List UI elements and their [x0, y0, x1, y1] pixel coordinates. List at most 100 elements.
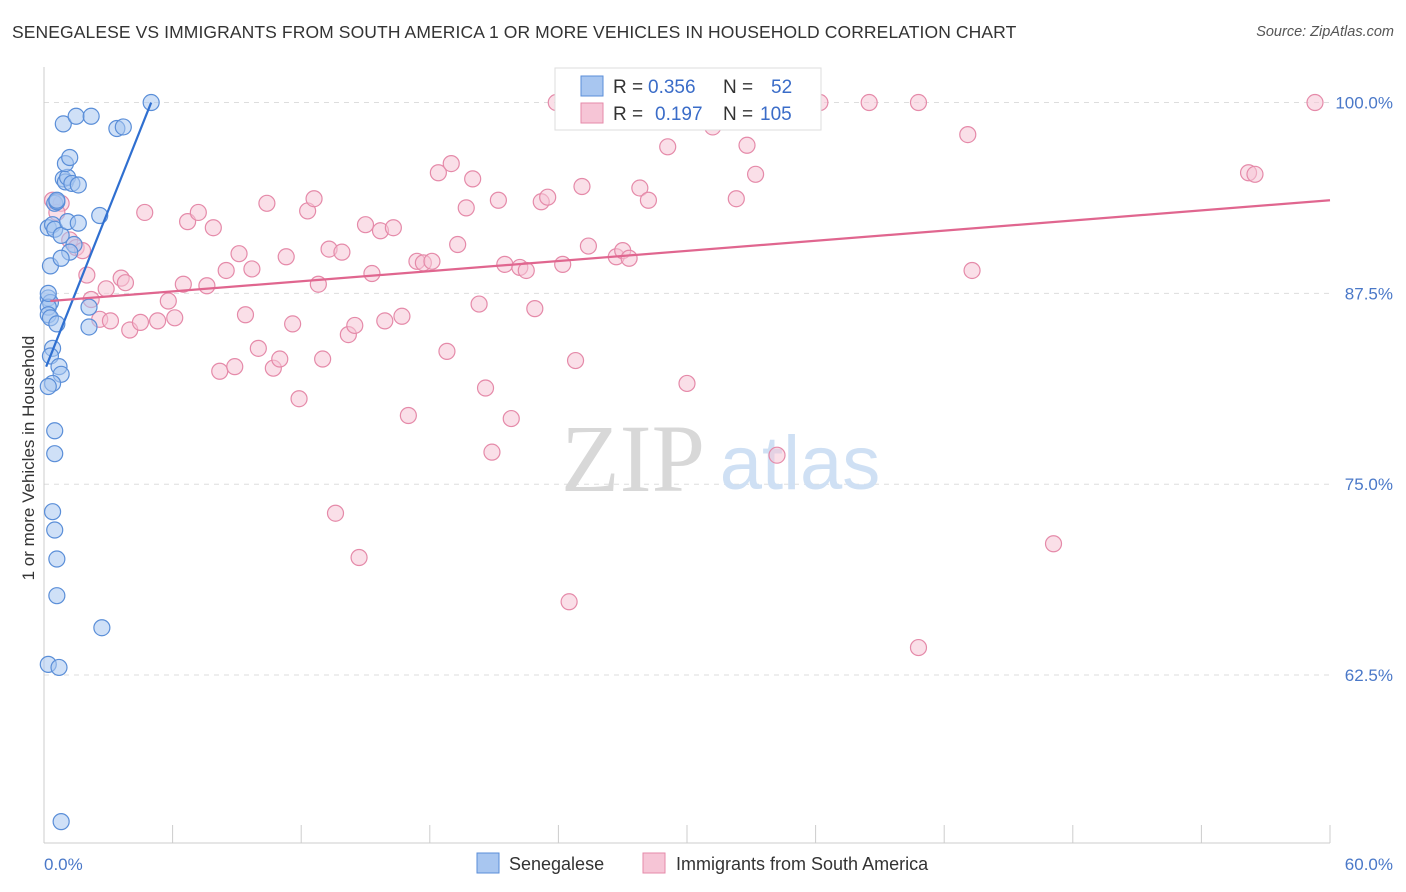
x-tick-label-left: 0.0% [44, 855, 83, 874]
immigrants-point [305, 190, 323, 208]
immigrants-point [333, 243, 351, 261]
immigrants-point [423, 252, 441, 270]
senegalese-point [52, 813, 70, 831]
series-legend-label-senegalese: Senegalese [509, 854, 604, 874]
senegalese-point [46, 422, 64, 440]
senegalese-point [43, 503, 62, 521]
series-senegalese [39, 93, 160, 831]
immigrants-point [346, 316, 364, 335]
senegalese-point [114, 118, 132, 136]
immigrants-point [909, 638, 928, 657]
immigrants-point [489, 191, 507, 209]
immigrants-point [659, 138, 677, 156]
immigrants-point [189, 203, 207, 222]
senegalese-point [69, 214, 87, 232]
legend-n-value-1: 52 [771, 77, 792, 98]
immigrants-point [1306, 93, 1324, 112]
senegalese-trend-line [45, 102, 153, 368]
immigrants-point [136, 203, 154, 222]
immigrants-point [464, 170, 482, 188]
senegalese-point [54, 115, 72, 133]
immigrants-point [230, 245, 248, 263]
immigrants-point [746, 165, 765, 183]
senegalese-point [67, 107, 85, 125]
legend-swatch-blue [580, 75, 604, 97]
series-legend-label-immigrants: Immigrants from South America [676, 854, 929, 874]
y-axis-label: 1 or more Vehicles in Household [19, 336, 38, 581]
immigrants-point [393, 307, 411, 325]
immigrants-point [350, 548, 368, 567]
immigrants-point [198, 277, 216, 295]
immigrants-point [959, 125, 977, 144]
immigrants-point [226, 358, 244, 376]
senegalese-point [39, 284, 57, 302]
senegalese-point [48, 550, 66, 568]
series-legend-swatch-immigrants [642, 852, 666, 874]
immigrants-point [204, 219, 222, 237]
legend-n-label-1: N = [723, 77, 753, 98]
immigrants-point [620, 249, 638, 267]
immigrants-point [1246, 165, 1264, 183]
immigrants-point [554, 255, 572, 273]
immigrants-point [217, 261, 235, 280]
senegalese-point [61, 148, 79, 167]
watermark-atlas: atlas [720, 421, 881, 506]
immigrants-point [211, 362, 229, 380]
y-tick-label: 75.0% [1345, 475, 1393, 494]
immigrants-point [399, 406, 417, 425]
senegalese-point [48, 191, 66, 209]
senegalese-point [69, 176, 87, 194]
immigrants-point [727, 190, 745, 208]
immigrants-point [277, 248, 295, 266]
stats-legend: R = 0.356 N = 52 R = 0.197 N = 105 [554, 67, 822, 131]
immigrants-point [909, 93, 928, 112]
legend-r-value-2: 0.197 [655, 104, 703, 125]
immigrants-point [384, 219, 402, 237]
immigrants-point [159, 292, 177, 310]
immigrants-point [526, 300, 544, 318]
immigrants-trend-line [50, 199, 1331, 303]
senegalese-point [48, 587, 66, 605]
senegalese-point [46, 445, 64, 463]
legend-n-value-2: 105 [760, 104, 792, 125]
immigrants-point [258, 194, 276, 212]
immigrants-point [442, 155, 460, 173]
immigrants-point [148, 312, 167, 330]
immigrants-point [1044, 535, 1063, 553]
immigrants-point [174, 275, 192, 293]
immigrants-point [860, 93, 878, 112]
axes [43, 67, 1331, 844]
immigrants-point [639, 191, 658, 209]
y-tick-label: 62.5% [1345, 666, 1393, 685]
watermark: ZIP atlas [561, 405, 880, 512]
senegalese-point [52, 226, 70, 244]
immigrants-point [438, 342, 456, 360]
senegalese-point [39, 377, 57, 396]
series-legend: Senegalese Immigrants from South America [476, 852, 929, 874]
immigrants-point [236, 306, 255, 324]
immigrants-point [429, 164, 447, 182]
immigrants-point [963, 261, 981, 280]
legend-r-label-2: R = [613, 104, 643, 125]
immigrants-point [363, 264, 381, 283]
immigrants-point [131, 313, 150, 331]
immigrants-point [314, 350, 332, 368]
immigrants-point [678, 374, 696, 393]
legend-r-value-1: 0.356 [648, 77, 696, 98]
immigrants-point [476, 379, 495, 397]
immigrants-point [97, 280, 115, 298]
trend-lines [45, 102, 1331, 368]
immigrants-point [271, 350, 289, 368]
senegalese-point [80, 298, 98, 316]
immigrants-point [457, 199, 475, 217]
senegalese-point [52, 249, 70, 267]
immigrants-point [116, 274, 135, 292]
source-label: Source: ZipAtlas.com [1256, 24, 1394, 40]
immigrants-point [284, 315, 302, 333]
y-tick-label: 87.5% [1345, 284, 1393, 303]
immigrants-point [539, 188, 557, 206]
immigrants-point [166, 309, 184, 327]
immigrants-point [573, 177, 591, 196]
senegalese-point [80, 318, 98, 336]
senegalese-point [46, 521, 64, 539]
